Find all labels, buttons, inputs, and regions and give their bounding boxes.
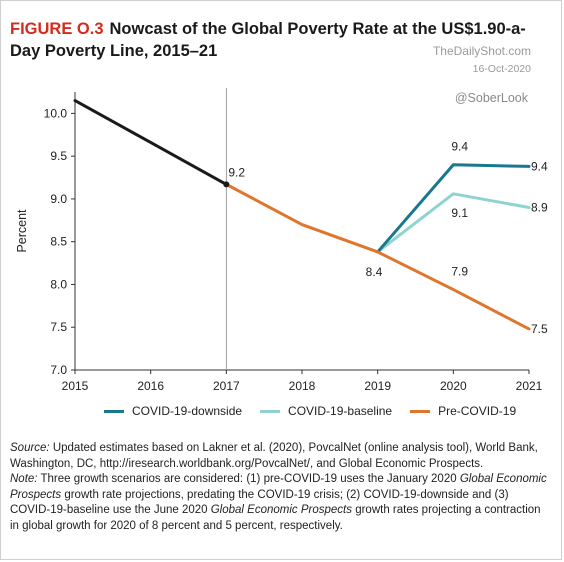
x-tick-label: 2021 — [516, 379, 543, 393]
legend-item-downside: COVID-19-downside — [104, 404, 242, 418]
y-tick-label: 8.0 — [50, 277, 67, 291]
legend-label-precovid: Pre-COVID-19 — [438, 404, 517, 418]
data-label: 9.2 — [228, 165, 245, 179]
series-line-covid-19-downside — [376, 163, 531, 254]
y-axis-label: Percent — [15, 209, 29, 253]
y-tick-label: 9.0 — [50, 192, 67, 206]
legend-swatch-precovid — [410, 409, 431, 413]
title-text: Nowcast of the Global Poverty Rate at th… — [10, 20, 526, 60]
legend-item-precovid: Pre-COVID-19 — [410, 404, 516, 418]
note-gep-2: Global Economic Prospects — [210, 504, 352, 516]
data-label: 8.4 — [366, 265, 383, 279]
y-tick-label: 7.5 — [50, 320, 67, 334]
watermark-handle: @SoberLook — [454, 91, 528, 105]
line-chart: 7.0 7.5 8.0 8.5 9.0 9.5 10.0 2015 2016 2017 2018 20… — [15, 88, 548, 393]
y-tick-label: 7.0 — [50, 363, 67, 377]
legend-swatch-downside — [104, 409, 124, 413]
note-gep-1: Global Economic Prospects — [10, 473, 547, 501]
data-label: 7.9 — [451, 265, 468, 279]
figure-label: FIGURE O.3 — [10, 20, 104, 38]
data-label: 7.5 — [531, 322, 548, 336]
x-tick-label: 2015 — [62, 379, 89, 393]
legend-label-downside: COVID-19-downside — [132, 404, 243, 418]
data-label: 8.9 — [531, 200, 548, 214]
y-tick-label: 8.5 — [50, 235, 67, 249]
x-tick-label: 2017 — [213, 379, 240, 393]
series-line-covid-19-baseline — [376, 192, 531, 254]
legend-swatch-baseline — [260, 409, 281, 413]
series-line-pre-covid-19 — [224, 182, 531, 331]
data-label: 9.4 — [451, 140, 468, 154]
note-text-3: growth rates projecting a contraction in… — [10, 504, 541, 532]
x-tick-label: 2018 — [289, 379, 316, 393]
watermark-date: 16-Oct-2020 — [472, 63, 531, 75]
x-tick-label: 2020 — [440, 379, 467, 393]
source-label: Source: — [10, 442, 50, 454]
y-tick-label: 10.0 — [44, 106, 68, 120]
data-label: 9.4 — [531, 159, 548, 173]
series-line-history — [73, 99, 228, 186]
figure-footer: Source: Updated estimates based on Lakne… — [10, 441, 550, 534]
note-label: Note: — [10, 473, 38, 485]
note-text-2: growth rate projections, predating the C… — [10, 488, 509, 517]
legend-item-baseline: COVID-19-baseline — [260, 404, 392, 418]
data-point-2017 — [223, 181, 230, 188]
source-text: Updated estimates based on Lakner et al.… — [10, 442, 538, 470]
watermark-site: TheDailyShot.com — [432, 44, 531, 58]
note-text-1: Three growth scenarios are considered: (… — [37, 473, 460, 485]
chart-legend: COVID-19-downside COVID-19-baseline Pre-… — [104, 404, 516, 418]
y-tick-label: 9.5 — [50, 149, 67, 163]
legend-label-baseline: COVID-19-baseline — [288, 404, 393, 418]
x-tick-label: 2019 — [364, 379, 391, 393]
chart-title: FIGURE O.3 Nowcast of the Global Poverty … — [10, 18, 530, 62]
data-label: 9.1 — [451, 206, 468, 220]
x-tick-label: 2016 — [137, 379, 164, 393]
